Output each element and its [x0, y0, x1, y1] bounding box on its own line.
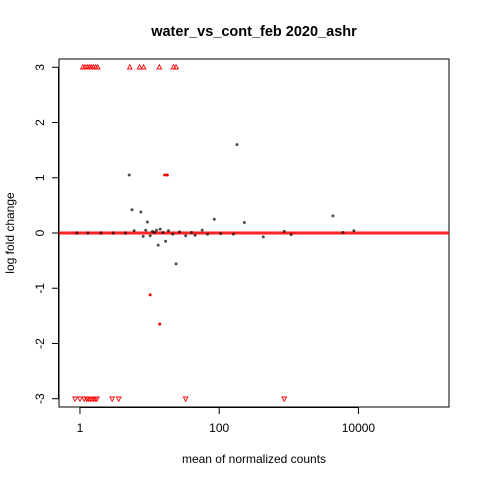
point-nonsignificant: [341, 230, 345, 234]
point-nonsignificant: [200, 228, 204, 232]
point-nonsignificant: [331, 214, 335, 218]
x-tick-label: 10000: [342, 421, 376, 435]
point-significant-clipped-up: [140, 63, 147, 70]
point-nonsignificant: [144, 228, 148, 232]
point-nonsignificant: [148, 234, 152, 238]
point-nonsignificant: [178, 230, 182, 234]
point-nonsignificant: [242, 221, 246, 225]
point-significant-clipped-down: [115, 396, 122, 403]
point-nonsignificant: [261, 235, 265, 239]
x-tick-label: 100: [209, 421, 229, 435]
point-significant-clipped-up: [136, 63, 143, 70]
point-nonsignificant: [212, 217, 216, 221]
point-nonsignificant: [171, 232, 175, 236]
point-significant-clipped-down: [71, 396, 79, 403]
point-nonsignificant: [86, 231, 90, 235]
point-significant: [163, 173, 167, 177]
chart-title: water_vs_cont_feb 2020_ashr: [150, 24, 357, 40]
point-nonsignificant: [153, 230, 157, 234]
point-nonsignificant: [352, 229, 356, 233]
y-tick-label: -3: [33, 393, 47, 404]
x-tick-label: 1: [77, 421, 84, 435]
point-significant-clipped-down: [182, 396, 189, 403]
point-nonsignificant: [164, 239, 168, 243]
point-nonsignificant: [75, 231, 79, 235]
point-nonsignificant: [158, 227, 162, 231]
y-axis: -3 -2 -1 0 1 2 3: [33, 64, 59, 404]
point-nonsignificant: [289, 233, 293, 237]
y-tick-label: -2: [33, 338, 47, 349]
point-nonsignificant: [141, 234, 145, 238]
point-significant: [158, 322, 162, 326]
point-nonsignificant: [189, 230, 193, 234]
point-nonsignificant: [145, 220, 149, 224]
point-significant-clipped-down: [93, 396, 100, 403]
point-nonsignificant: [132, 229, 136, 233]
point-nonsignificant: [130, 208, 134, 212]
point-nonsignificant: [219, 232, 223, 236]
point-nonsignificant: [235, 143, 239, 147]
point-significant-clipped-down: [281, 396, 288, 403]
x-axis-label: mean of normalized counts: [182, 452, 326, 466]
point-nonsignificant: [231, 232, 235, 236]
point-nonsignificant: [206, 232, 210, 236]
point-nonsignificant: [139, 210, 143, 214]
point-significant-clipped-up: [94, 63, 101, 70]
point-significant-clipped-down: [76, 396, 84, 403]
point-nonsignificant: [282, 229, 286, 233]
point-nonsignificant: [123, 231, 127, 235]
y-tick-label: -1: [33, 283, 47, 294]
y-tick-label: 1: [33, 174, 47, 181]
y-tick-label: 2: [33, 119, 47, 126]
point-nonsignificant: [193, 233, 197, 237]
point-nonsignificant: [111, 231, 115, 235]
point-significant: [165, 173, 169, 177]
point-significant-clipped-up: [126, 63, 133, 70]
point-significant-clipped-up: [172, 63, 180, 70]
point-nonsignificant: [127, 173, 131, 177]
points-layer: [71, 63, 356, 403]
point-nonsignificant: [156, 243, 160, 247]
point-significant-clipped-down: [109, 396, 116, 403]
point-nonsignificant: [99, 231, 103, 235]
point-significant: [148, 293, 152, 297]
y-tick-label: 0: [33, 229, 47, 236]
point-nonsignificant: [174, 262, 178, 266]
point-significant-clipped-up: [156, 63, 163, 70]
point-nonsignificant: [166, 229, 170, 233]
point-nonsignificant: [155, 228, 159, 232]
y-axis-label: log fold change: [3, 192, 17, 274]
point-nonsignificant: [161, 230, 165, 234]
y-tick-label: 3: [33, 64, 47, 71]
point-nonsignificant: [184, 234, 188, 238]
x-axis: 1 100 10000: [77, 407, 376, 435]
